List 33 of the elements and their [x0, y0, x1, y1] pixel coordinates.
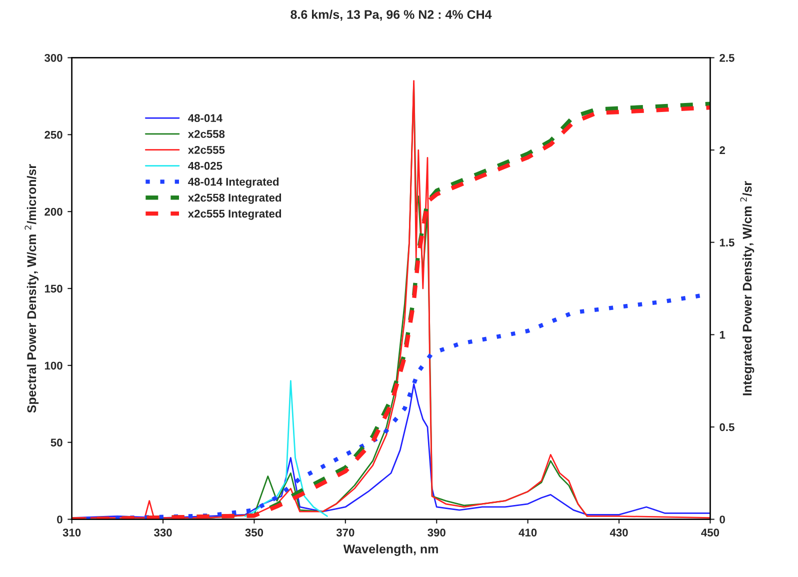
- x-tick-label: 410: [518, 528, 537, 536]
- legend-label: x2c555 Integrated: [188, 209, 282, 220]
- line-series: [244, 380, 328, 517]
- x-tick-label: 370: [336, 528, 354, 537]
- chart-title: 8.6 km/s, 13 Pa, 96 % N2 : 4% CH4: [290, 10, 492, 21]
- y-tick-label: 100: [44, 362, 62, 370]
- legend-label: x2c558 Integrated: [188, 193, 282, 204]
- legend-label: x2c555: [188, 146, 225, 154]
- y2-axis-title: Integrated Power Density, W/cm $^{2}$/sr: [740, 181, 754, 396]
- y2-tick-label: 1: [720, 331, 726, 339]
- y2-tick-label: 2: [720, 146, 725, 154]
- x-tick-label: 450: [701, 528, 720, 536]
- legend-label: 48-014 Integrated: [188, 178, 279, 188]
- x-tick-label: 330: [154, 528, 172, 537]
- y2-tick-label: 1.5: [720, 238, 734, 246]
- y-tick-label: 200: [44, 208, 62, 216]
- x-axis-title: Wavelength, nm: [343, 544, 438, 556]
- legend-label: 48-014: [188, 114, 222, 122]
- y2-tick-label: 0: [720, 516, 725, 524]
- y-axis-title: Spectral Power Density, W/cm $^{2}$/micron/sr: [24, 164, 39, 413]
- legend-label: 48-025: [188, 162, 222, 170]
- x-tick-label: 350: [245, 528, 264, 537]
- x-tick-label: 430: [610, 528, 628, 537]
- y-tick-label: 150: [44, 284, 62, 293]
- y-tick-label: 50: [50, 438, 62, 446]
- y2-tick-label: 0.5: [720, 423, 734, 432]
- y2-tick-label: 2.5: [720, 54, 734, 62]
- y-tick-label: 250: [44, 130, 62, 139]
- x-tick-label: 310: [62, 528, 81, 537]
- y-tick-label: 300: [44, 54, 62, 62]
- y-tick-label: 0: [57, 516, 62, 524]
- legend-label: x2c558: [188, 130, 225, 138]
- x-tick-label: 390: [428, 528, 446, 537]
